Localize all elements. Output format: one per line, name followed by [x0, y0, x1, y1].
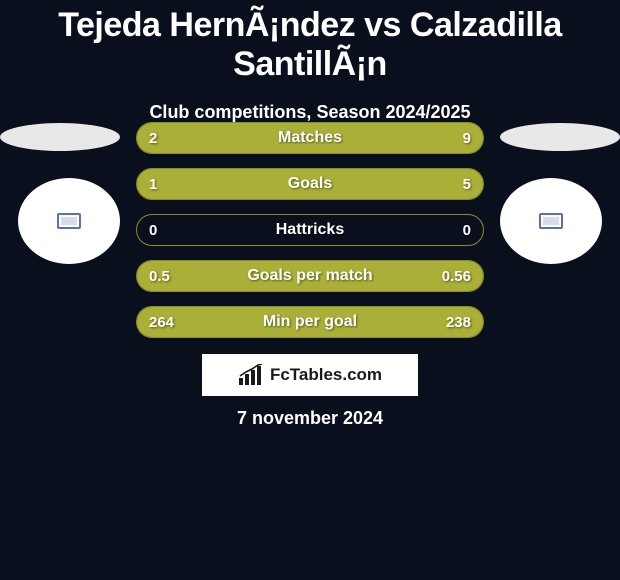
brand-box: FcTables.com: [202, 354, 418, 396]
stat-value-right: 0.56: [442, 268, 471, 285]
stat-row: 2 Matches 9: [136, 122, 484, 154]
stat-value-right: 0: [463, 222, 471, 239]
stat-label: Goals per match: [137, 267, 483, 285]
stat-row: 1 Goals 5: [136, 168, 484, 200]
stat-value-right: 9: [463, 130, 471, 147]
stat-label: Goals: [137, 175, 483, 193]
comparison-subtitle: Club competitions, Season 2024/2025: [0, 102, 620, 123]
team-oval-right: [500, 123, 620, 151]
player-avatar-right: [500, 178, 602, 264]
stat-row: 0 Hattricks 0: [136, 214, 484, 246]
player-placeholder-icon: [539, 213, 563, 229]
player-placeholder-icon: [57, 213, 81, 229]
stat-row: 0.5 Goals per match 0.56: [136, 260, 484, 292]
stat-label: Hattricks: [137, 221, 483, 239]
comparison-date: 7 november 2024: [0, 408, 620, 429]
player-avatar-left: [18, 178, 120, 264]
stats-container: 2 Matches 9 1 Goals 5 0 Hattricks 0 0.5 …: [136, 122, 484, 352]
stat-row: 264 Min per goal 238: [136, 306, 484, 338]
stat-label: Min per goal: [137, 313, 483, 331]
brand-text: FcTables.com: [270, 365, 382, 385]
stat-value-right: 238: [446, 314, 471, 331]
bars-icon: [238, 364, 264, 386]
comparison-title: Tejeda HernÃ¡ndez vs Calzadilla SantillÃ…: [0, 0, 620, 84]
stat-label: Matches: [137, 129, 483, 147]
stat-value-right: 5: [463, 176, 471, 193]
team-oval-left: [0, 123, 120, 151]
